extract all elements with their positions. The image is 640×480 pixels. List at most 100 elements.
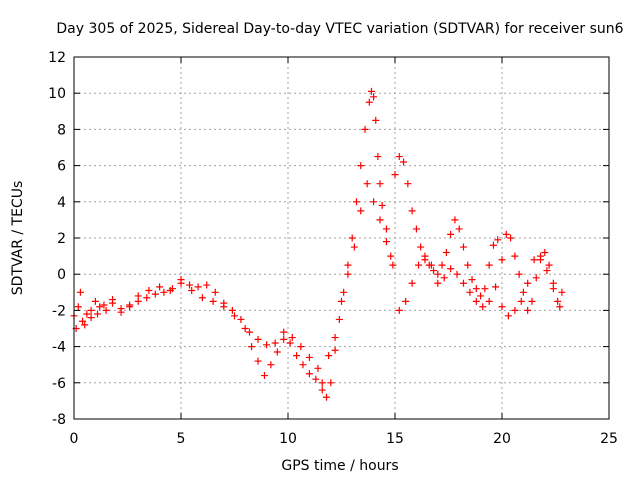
data-point — [186, 281, 194, 289]
tick-layer: 0 5 10 15 20 25 -8 -6 -4 -2 0 2 4 6 8 10 12 — [48, 50, 618, 447]
data-point — [389, 261, 397, 269]
data-point — [331, 334, 339, 342]
data-point — [100, 301, 108, 309]
data-point — [558, 288, 566, 296]
data-point — [408, 207, 416, 215]
data-point — [370, 198, 378, 206]
data-point — [511, 306, 519, 314]
data-point — [293, 352, 301, 360]
data-point — [271, 339, 279, 347]
x-tick-label: 5 — [177, 431, 186, 447]
data-point — [74, 303, 82, 311]
data-point — [395, 153, 403, 161]
data-point — [532, 274, 540, 282]
data-point — [361, 125, 369, 133]
data-point — [254, 335, 262, 343]
data-point — [528, 297, 536, 305]
y-tick-label: -4 — [52, 340, 66, 356]
data-point — [472, 285, 480, 293]
y-tick-label: 12 — [48, 50, 66, 66]
data-point — [280, 335, 288, 343]
data-point — [231, 312, 238, 320]
data-point — [481, 285, 489, 293]
data-point — [350, 243, 358, 251]
data-point — [151, 290, 159, 298]
data-point — [318, 379, 326, 387]
data-point — [81, 321, 89, 329]
data-point — [438, 261, 446, 269]
data-point — [126, 303, 134, 311]
data-point — [160, 288, 168, 296]
y-tick-label: 2 — [57, 231, 66, 247]
y-tick-label: 0 — [57, 267, 66, 283]
data-point — [402, 297, 410, 305]
data-point — [549, 285, 557, 293]
data-point — [507, 234, 515, 242]
data-point — [209, 297, 217, 305]
data-point — [286, 339, 294, 347]
data-point — [543, 267, 551, 275]
data-point — [312, 375, 320, 383]
data-point — [263, 341, 271, 349]
data-point — [188, 286, 196, 294]
data-point — [434, 279, 442, 287]
data-point — [370, 93, 378, 101]
data-point — [459, 279, 467, 287]
data-point — [134, 292, 142, 300]
data-point — [102, 306, 110, 314]
data-point — [357, 207, 365, 215]
data-point — [479, 303, 487, 311]
data-point — [404, 180, 412, 188]
y-tick-label: 4 — [57, 195, 66, 211]
data-point — [241, 325, 249, 332]
data-point — [299, 361, 307, 369]
data-point — [477, 292, 485, 300]
data-point — [382, 238, 390, 246]
y-axis-label: SDTVAR / TECUs — [10, 181, 26, 296]
data-point — [297, 343, 305, 351]
data-point — [335, 315, 343, 323]
data-point — [260, 372, 268, 380]
data-point — [541, 248, 549, 256]
data-point — [511, 252, 519, 260]
data-layer — [70, 87, 566, 401]
data-point — [348, 234, 356, 242]
data-point — [314, 364, 322, 372]
data-point — [367, 87, 375, 95]
data-point — [408, 279, 416, 287]
data-point — [430, 267, 438, 275]
data-point — [156, 283, 164, 291]
data-point — [451, 216, 459, 224]
data-point — [305, 353, 313, 361]
data-point — [344, 270, 352, 278]
x-tick-label: 15 — [386, 431, 404, 447]
data-point — [109, 296, 117, 304]
data-point — [96, 303, 104, 311]
data-point — [365, 98, 373, 106]
data-point — [554, 297, 562, 305]
data-point — [177, 276, 185, 284]
chart-title: Day 305 of 2025, Sidereal Day-to-day VTE… — [56, 21, 623, 37]
x-tick-label: 25 — [600, 431, 618, 447]
data-point — [352, 198, 360, 206]
data-point — [382, 225, 390, 233]
y-tick-label: -2 — [52, 303, 66, 319]
data-point — [374, 153, 382, 161]
x-tick-label: 0 — [70, 431, 79, 447]
data-point — [267, 361, 275, 369]
x-axis-label: GPS time / hours — [281, 458, 398, 474]
data-point — [545, 261, 553, 269]
data-point — [280, 328, 288, 336]
data-point — [498, 303, 506, 311]
data-point — [87, 306, 95, 314]
data-point — [524, 279, 532, 287]
data-point — [387, 252, 395, 260]
data-point — [211, 288, 219, 296]
data-point — [519, 288, 527, 296]
data-point — [323, 393, 331, 401]
data-point — [288, 334, 296, 342]
data-point — [524, 306, 532, 314]
data-point — [415, 261, 423, 269]
data-point — [331, 346, 339, 354]
